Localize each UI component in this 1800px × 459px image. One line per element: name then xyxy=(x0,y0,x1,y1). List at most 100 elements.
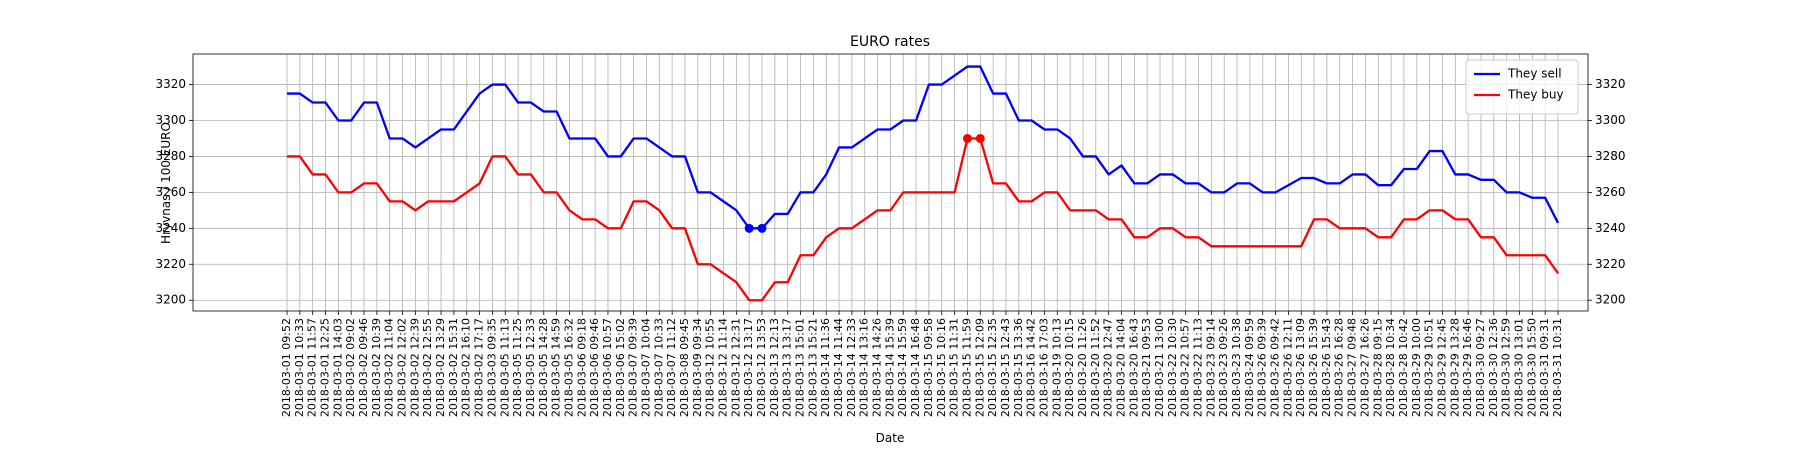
y-tick-label: 3320 xyxy=(155,77,186,91)
x-tick-label: 2018-03-02 09:02 xyxy=(344,318,357,417)
x-tick-label: 2018-03-20 11:26 xyxy=(1076,318,1089,417)
series-line xyxy=(287,137,1559,302)
x-tick-label: 2018-03-02 11:04 xyxy=(383,318,396,417)
chart-title: EURO rates xyxy=(850,34,930,50)
x-tick-label: 2018-03-26 16:28 xyxy=(1333,318,1346,417)
x-tick-label: 2018-03-02 12:55 xyxy=(421,318,434,417)
x-tick-label: 2018-03-08 09:45 xyxy=(678,318,691,417)
x-tick-label: 2018-03-03 09:35 xyxy=(485,318,498,417)
x-tick-label: 2018-03-19 10:13 xyxy=(1050,318,1063,417)
x-tick-label: 2018-03-14 13:16 xyxy=(858,318,871,417)
x-tick-label: 2018-03-01 11:57 xyxy=(306,318,319,417)
x-tick-label: 2018-03-15 10:16 xyxy=(935,318,948,417)
x-tick-label: 2018-03-13 15:01 xyxy=(794,318,807,417)
x-tick-label: 2018-03-16 17:03 xyxy=(1037,318,1050,417)
x-tick-label: 2018-03-12 13:53 xyxy=(755,318,768,417)
x-tick-label: 2018-03-31 10:31 xyxy=(1551,318,1564,417)
x-tick-label: 2018-03-12 13:17 xyxy=(742,318,755,417)
x-tick-label: 2018-03-26 15:43 xyxy=(1320,318,1333,417)
x-tick-label: 2018-03-01 10:33 xyxy=(293,318,306,417)
x-tick-label: 2018-03-29 16:46 xyxy=(1461,318,1474,417)
x-tick-label: 2018-03-28 10:34 xyxy=(1384,318,1397,417)
series-marker xyxy=(962,133,972,143)
x-tick-label: 2018-03-05 16:32 xyxy=(562,318,575,417)
legend: They sell They buy xyxy=(1465,59,1579,115)
y-tick-label: 3280 xyxy=(155,149,186,163)
x-axis-label: Date xyxy=(876,431,905,445)
x-tick-label: 2018-03-14 15:39 xyxy=(883,318,896,417)
x-tick-label: 2018-03-29 12:45 xyxy=(1435,318,1448,417)
y2-tick-label: 3260 xyxy=(1595,185,1626,199)
x-tick-label: 2018-03-16 14:42 xyxy=(1025,318,1038,417)
x-tick-label: 2018-03-24 09:59 xyxy=(1243,318,1256,417)
x-tick-label: 2018-03-21 09:53 xyxy=(1140,318,1153,417)
x-tick-label: 2018-03-05 14:59 xyxy=(550,318,563,417)
x-tick-label: 2018-03-13 15:21 xyxy=(806,318,819,417)
x-tick-label: 2018-03-23 10:38 xyxy=(1230,318,1243,417)
x-tick-label: 2018-03-15 11:31 xyxy=(948,318,961,417)
x-tick-label: 2018-03-30 12:59 xyxy=(1500,318,1513,417)
x-tick-label: 2018-03-20 14:04 xyxy=(1114,318,1127,417)
x-tick-label: 2018-03-06 09:18 xyxy=(575,318,588,417)
series-marker xyxy=(757,223,767,233)
x-tick-label: 2018-03-02 10:39 xyxy=(370,318,383,417)
legend-label: They buy xyxy=(1507,88,1564,102)
x-tick-label: 2018-03-27 09:48 xyxy=(1346,318,1359,417)
x-tick-label: 2018-03-02 12:02 xyxy=(396,318,409,417)
x-tick-label: 2018-03-06 15:02 xyxy=(614,318,627,417)
x-tick-label: 2018-03-14 16:48 xyxy=(909,318,922,417)
x-tick-label: 2018-03-14 14:26 xyxy=(871,318,884,417)
x-tick-label: 2018-03-14 11:36 xyxy=(819,318,832,417)
x-tick-label: 2018-03-15 13:36 xyxy=(1012,318,1025,417)
x-tick-label: 2018-03-20 11:52 xyxy=(1089,318,1102,417)
x-tick-label: 2018-03-15 12:43 xyxy=(999,318,1012,417)
y2-tick-label: 3200 xyxy=(1595,293,1626,307)
legend-label: They sell xyxy=(1507,67,1562,81)
x-tick-label: 2018-03-05 12:33 xyxy=(524,318,537,417)
y-tick-label: 3300 xyxy=(155,113,186,127)
x-tick-label: 2018-03-15 12:35 xyxy=(986,318,999,417)
y2-tick-label: 3320 xyxy=(1595,77,1626,91)
x-tick-label: 2018-03-14 15:59 xyxy=(896,318,909,417)
x-tick-label: 2018-03-20 16:43 xyxy=(1127,318,1140,417)
x-tick-label: 2018-03-06 09:46 xyxy=(588,318,601,417)
x-tick-label: 2018-03-02 12:39 xyxy=(408,318,421,417)
x-tick-label: 2018-03-01 14:03 xyxy=(331,318,344,417)
x-tick-label: 2018-03-29 10:00 xyxy=(1410,318,1423,417)
x-tick-label: 2018-03-02 16:10 xyxy=(460,318,473,417)
x-tick-label: 2018-03-14 12:33 xyxy=(845,318,858,417)
x-tick-label: 2018-03-30 12:36 xyxy=(1487,318,1500,417)
x-tick-label: 2018-03-28 09:15 xyxy=(1371,318,1384,417)
y-tick-label: 3220 xyxy=(155,257,186,271)
y-axis-label: Hryvnas / 100 EURO xyxy=(159,122,173,244)
x-tick-label: 2018-03-02 13:29 xyxy=(434,318,447,417)
x-tick-label: 2018-03-26 09:42 xyxy=(1269,318,1282,417)
x-tick-label: 2018-03-23 09:14 xyxy=(1204,318,1217,417)
y-tick-label: 3200 xyxy=(155,293,186,307)
x-tick-label: 2018-03-12 11:14 xyxy=(717,318,730,417)
x-tick-label: 2018-03-02 17:17 xyxy=(473,318,486,417)
x-tick-label: 2018-03-26 13:09 xyxy=(1294,318,1307,417)
x-tick-label: 2018-03-22 10:57 xyxy=(1179,318,1192,417)
x-tick-label: 2018-03-05 11:13 xyxy=(498,318,511,417)
x-tick-label: 2018-03-21 13:00 xyxy=(1153,318,1166,417)
x-tick-label: 2018-03-20 12:47 xyxy=(1102,318,1115,417)
y2-tick-label: 3280 xyxy=(1595,149,1626,163)
x-tick-label: 2018-03-15 12:09 xyxy=(973,318,986,417)
x-tick-label: 2018-03-27 16:26 xyxy=(1358,318,1371,417)
x-tick-label: 2018-03-28 10:42 xyxy=(1397,318,1410,417)
x-tick-label: 2018-03-23 09:26 xyxy=(1217,318,1230,417)
y-tick-label: 3240 xyxy=(155,221,186,235)
x-tick-label: 2018-03-02 15:31 xyxy=(447,318,460,417)
x-tick-label: 2018-03-13 13:17 xyxy=(781,318,794,417)
x-tick-label: 2018-03-07 10:33 xyxy=(652,318,665,417)
series-marker xyxy=(744,223,754,233)
x-tick-label: 2018-03-07 10:04 xyxy=(639,318,652,417)
x-tick-label: 2018-03-29 10:51 xyxy=(1423,318,1436,417)
x-tick-label: 2018-03-30 13:01 xyxy=(1512,318,1525,417)
x-tick-label: 2018-03-15 11:59 xyxy=(960,318,973,417)
x-tick-label: 2018-03-07 11:12 xyxy=(665,318,678,417)
x-tick-label: 2018-03-05 11:25 xyxy=(511,318,524,417)
x-tick-label: 2018-03-05 14:28 xyxy=(537,318,550,417)
